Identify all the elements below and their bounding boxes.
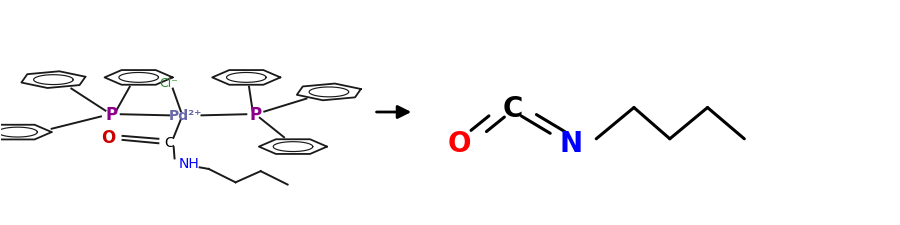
Text: O: O (101, 128, 115, 146)
Text: NH: NH (178, 157, 199, 171)
Text: P: P (249, 106, 261, 124)
Text: P: P (105, 106, 118, 124)
Text: C: C (502, 94, 523, 122)
Text: O: O (447, 130, 471, 158)
Text: Pd²⁺: Pd²⁺ (168, 109, 202, 123)
Text: C: C (165, 135, 174, 149)
Text: Cl⁻: Cl⁻ (159, 77, 178, 90)
Text: N: N (560, 130, 582, 158)
